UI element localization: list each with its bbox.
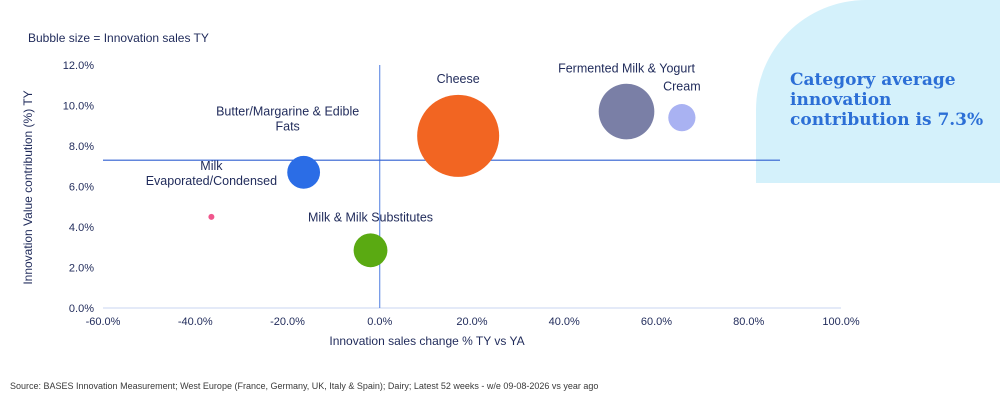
bubble-label: Fats (275, 119, 299, 133)
bubble-label: Milk & Milk Substitutes (308, 210, 433, 224)
y-tick-label: 4.0% (69, 222, 94, 234)
bubble-milk-milk-substitutes (353, 233, 388, 268)
bubble-label: Milk (200, 159, 223, 173)
x-tick-label: 40.0% (549, 316, 580, 328)
x-tick-label: -60.0% (86, 316, 121, 328)
x-tick-label: -20.0% (270, 316, 305, 328)
x-tick-label: 20.0% (456, 316, 487, 328)
x-tick-label: -40.0% (178, 316, 213, 328)
bubble-size-note: Bubble size = Innovation sales TY (28, 31, 209, 45)
x-tick-label: 80.0% (733, 316, 764, 328)
x-tick-label: 0.0% (367, 316, 392, 328)
y-axis-title: Innovation Value contribution (%) TY (21, 90, 35, 284)
y-tick-label: 10.0% (63, 101, 94, 113)
y-tick-label: 12.0% (63, 60, 94, 72)
bubble-butter-margarine-edible-fats (287, 155, 321, 189)
bubble-label: Cream (663, 80, 701, 94)
bubble-label: Evaporated/Condensed (146, 174, 277, 188)
callout-box (756, 0, 1000, 183)
bubble-cheese (417, 94, 500, 177)
y-tick-label: 0.0% (69, 303, 94, 315)
y-tick-label: 6.0% (69, 182, 94, 194)
y-tick-label: 8.0% (69, 141, 94, 153)
bubble-cream (668, 104, 696, 132)
source-note: Source: BASES Innovation Measurement; We… (10, 381, 599, 391)
bubble-label: Fermented Milk & Yogurt (558, 62, 695, 76)
bubble-fermented-milk-yogurt (598, 83, 655, 140)
callout-text: Category average innovation contribution… (790, 70, 984, 130)
bubble-label: Butter/Margarine & Edible (216, 104, 359, 118)
x-tick-label: 60.0% (641, 316, 672, 328)
x-axis-title: Innovation sales change % TY vs YA (329, 334, 524, 348)
bubble-label: Cheese (437, 72, 480, 86)
x-tick-label: 100.0% (822, 316, 860, 328)
bubble-milk-evaporated-condensed (208, 213, 215, 220)
y-tick-label: 2.0% (69, 263, 94, 275)
